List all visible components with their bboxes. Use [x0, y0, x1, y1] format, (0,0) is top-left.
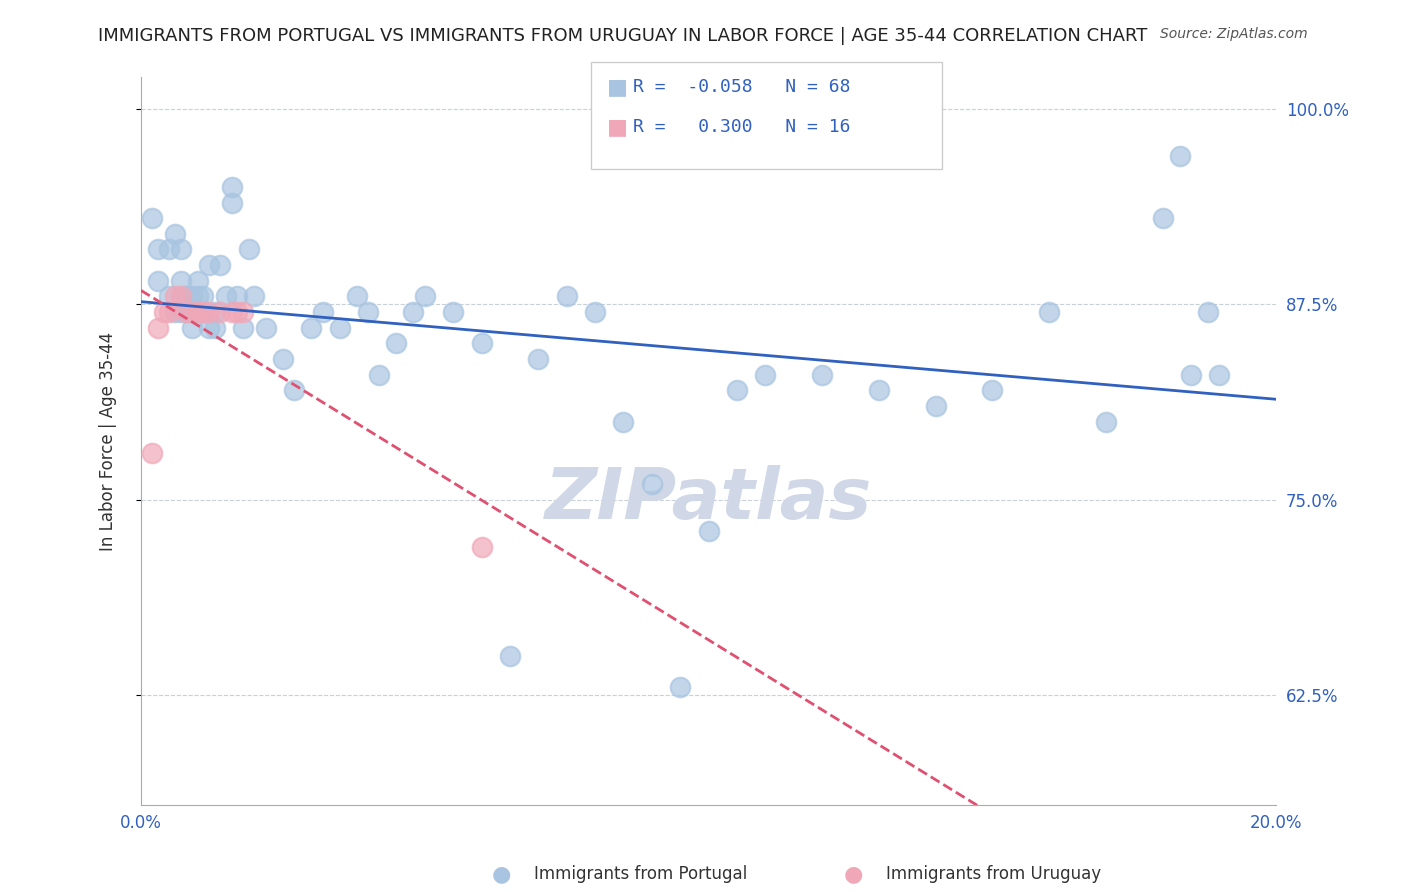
Text: ■: ■ — [607, 117, 628, 136]
Point — [198, 320, 221, 334]
Point — [170, 243, 193, 257]
Point — [141, 211, 163, 226]
Point — [181, 320, 204, 334]
Point — [181, 289, 204, 303]
Point — [697, 524, 720, 538]
Point — [1152, 211, 1174, 226]
Point — [754, 368, 776, 382]
Point — [811, 368, 834, 382]
Text: Immigrants from Uruguay: Immigrants from Uruguay — [886, 865, 1101, 883]
Point — [283, 383, 305, 397]
Point — [181, 305, 204, 319]
Point — [924, 399, 946, 413]
Point — [641, 477, 664, 491]
Point — [215, 289, 238, 303]
Point — [527, 351, 550, 366]
Point — [1197, 305, 1219, 319]
Text: ●: ● — [844, 864, 863, 884]
Point — [157, 243, 180, 257]
Point — [311, 305, 333, 319]
Point — [232, 320, 254, 334]
Point — [170, 289, 193, 303]
Point — [226, 289, 249, 303]
Point — [198, 305, 221, 319]
Point — [555, 289, 578, 303]
Point — [221, 195, 243, 210]
Text: ZIPatlas: ZIPatlas — [546, 465, 872, 533]
Point — [163, 289, 186, 303]
Point — [193, 289, 215, 303]
Point — [176, 305, 198, 319]
Point — [146, 274, 169, 288]
Point — [1038, 305, 1060, 319]
Point — [346, 289, 368, 303]
Point — [299, 320, 322, 334]
Point — [198, 258, 221, 272]
Point — [413, 289, 436, 303]
Text: ●: ● — [492, 864, 512, 884]
Point — [141, 446, 163, 460]
Point — [1168, 148, 1191, 162]
Text: R =  -0.058   N = 68: R = -0.058 N = 68 — [633, 78, 851, 96]
Point — [725, 383, 748, 397]
Point — [385, 336, 408, 351]
Point — [669, 681, 692, 695]
Text: IMMIGRANTS FROM PORTUGAL VS IMMIGRANTS FROM URUGUAY IN LABOR FORCE | AGE 35-44 C: IMMIGRANTS FROM PORTUGAL VS IMMIGRANTS F… — [98, 27, 1147, 45]
Y-axis label: In Labor Force | Age 35-44: In Labor Force | Age 35-44 — [100, 332, 117, 550]
Text: ■: ■ — [607, 78, 628, 97]
Point — [612, 415, 634, 429]
Point — [470, 540, 492, 554]
Point — [157, 305, 180, 319]
Point — [152, 305, 174, 319]
Point — [254, 320, 277, 334]
Point — [146, 320, 169, 334]
Point — [209, 258, 232, 272]
Point — [329, 320, 352, 334]
Point — [981, 383, 1004, 397]
Point — [204, 320, 226, 334]
Point — [187, 305, 209, 319]
Point — [221, 305, 243, 319]
Point — [221, 180, 243, 194]
Point — [243, 289, 266, 303]
Point — [193, 305, 215, 319]
Point — [176, 289, 198, 303]
Point — [176, 305, 198, 319]
Text: Immigrants from Portugal: Immigrants from Portugal — [534, 865, 748, 883]
Point — [209, 305, 232, 319]
Point — [146, 243, 169, 257]
Point — [157, 289, 180, 303]
Point — [499, 649, 522, 664]
Point — [357, 305, 380, 319]
Point — [170, 274, 193, 288]
Point — [441, 305, 464, 319]
Point — [868, 383, 890, 397]
Point — [176, 289, 198, 303]
Point — [204, 305, 226, 319]
Point — [187, 289, 209, 303]
Point — [187, 274, 209, 288]
Point — [226, 305, 249, 319]
Point — [1208, 368, 1230, 382]
Point — [163, 305, 186, 319]
Point — [187, 305, 209, 319]
Point — [470, 336, 492, 351]
Point — [170, 305, 193, 319]
Point — [163, 227, 186, 241]
Point — [238, 243, 260, 257]
Point — [271, 351, 294, 366]
Text: R =   0.300   N = 16: R = 0.300 N = 16 — [633, 118, 851, 136]
Point — [368, 368, 391, 382]
Point — [1180, 368, 1202, 382]
Point — [583, 305, 606, 319]
Point — [1095, 415, 1118, 429]
Point — [193, 305, 215, 319]
Point — [402, 305, 425, 319]
Point — [181, 305, 204, 319]
Text: Source: ZipAtlas.com: Source: ZipAtlas.com — [1160, 27, 1308, 41]
Point — [232, 305, 254, 319]
